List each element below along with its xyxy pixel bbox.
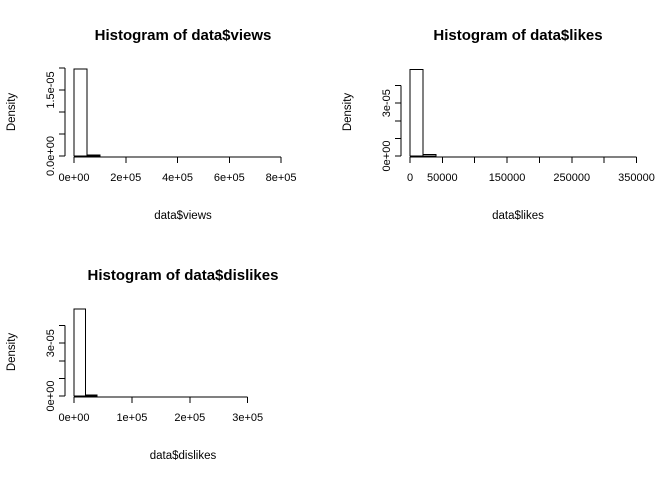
y-tick-label: 3e-05 xyxy=(381,89,393,117)
x-tick-label: 1e+05 xyxy=(116,412,147,424)
y-tick-label: 0e+00 xyxy=(45,381,57,412)
y-tick-label: 0.0e+00 xyxy=(45,136,57,176)
x-tick-label: 6e+05 xyxy=(214,172,245,184)
x-axis-label: data$dislikes xyxy=(150,450,217,462)
panel-likes: Histogram of data$likes data$likes Densi… xyxy=(342,27,655,222)
x-axis-label: data$likes xyxy=(492,210,544,222)
histogram-bar xyxy=(85,394,98,397)
x-tick-label: 4e+05 xyxy=(162,172,193,184)
panel-views: Histogram of data$views data$views Densi… xyxy=(6,27,297,222)
chart-title: Histogram of data$dislikes xyxy=(88,267,279,284)
chart-title: Histogram of data$views xyxy=(95,27,272,44)
x-tick-label: 350000 xyxy=(618,172,655,184)
x-tick-label: 8e+05 xyxy=(266,172,297,184)
x-tick-label: 50000 xyxy=(427,172,458,184)
x-tick-label: 150000 xyxy=(489,172,526,184)
y-tick-label: 3e-05 xyxy=(45,329,57,357)
histogram-bar xyxy=(73,308,87,397)
chart-title: Histogram of data$likes xyxy=(433,27,602,44)
y-axis-label: Density xyxy=(6,93,18,132)
y-axis-label: Density xyxy=(342,93,354,132)
x-tick-label: 2e+05 xyxy=(110,172,141,184)
x-tick-label: 3e+05 xyxy=(232,412,263,424)
x-tick-label: 0 xyxy=(407,172,413,184)
y-tick-label: 1.5e-05 xyxy=(45,71,57,108)
histogram-bar xyxy=(422,154,437,157)
histogram-bar xyxy=(409,68,424,157)
x-tick-label: 0e+00 xyxy=(59,172,90,184)
x-axis-label: data$views xyxy=(154,210,212,222)
x-tick-label: 2e+05 xyxy=(174,412,205,424)
x-tick-label: 250000 xyxy=(553,172,590,184)
histogram-bar xyxy=(86,154,101,157)
x-tick-label: 0e+00 xyxy=(59,412,90,424)
y-axis-label: Density xyxy=(6,333,18,372)
y-tick-label: 0e+00 xyxy=(381,141,393,172)
histogram-bar xyxy=(73,68,88,157)
panel-dislikes: Histogram of data$dislikes data$dislikes… xyxy=(6,267,278,462)
